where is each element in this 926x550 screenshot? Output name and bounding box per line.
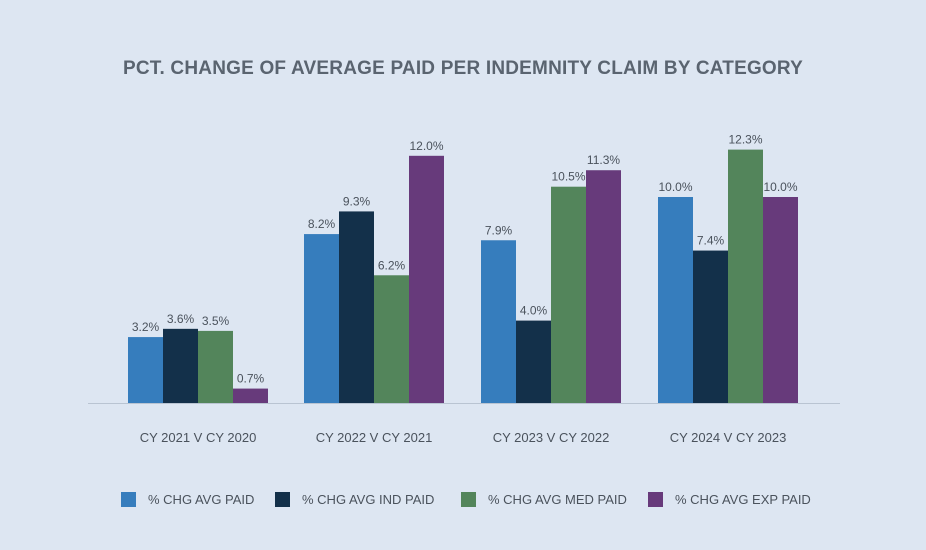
bars-group: [128, 149, 798, 403]
data-label: 10.0%: [763, 180, 797, 194]
category-labels-group: CY 2021 V CY 2020 CY 2022 V CY 2021 CY 202…: [140, 430, 787, 445]
bar: [693, 250, 728, 403]
data-label: 3.5%: [202, 314, 230, 328]
legend-item: % CHG AVG EXP PAID: [648, 488, 811, 510]
data-label: 3.6%: [167, 312, 195, 326]
data-label: 10.5%: [551, 170, 585, 184]
bar: [551, 186, 586, 403]
legend: % CHG AVG PAID % CHG AVG IND PAID % CHG AV…: [0, 488, 926, 510]
data-label: 3.2%: [132, 320, 160, 334]
category-label: CY 2022 V CY 2021: [316, 430, 433, 445]
data-label: 7.9%: [485, 223, 513, 237]
bar: [586, 170, 621, 403]
category-label: CY 2023 V CY 2022: [493, 430, 610, 445]
bar: [658, 197, 693, 403]
legend-item: % CHG AVG PAID: [121, 488, 254, 510]
data-label: 12.0%: [409, 139, 443, 153]
data-label: 6.2%: [378, 258, 406, 272]
legend-swatch: [648, 491, 663, 507]
legend-swatch: [275, 491, 290, 507]
data-label: 12.3%: [728, 133, 762, 147]
chart-title: PCT. CHANGE OF AVERAGE PAID PER INDEMNIT…: [122, 58, 804, 79]
bar: [198, 330, 233, 403]
bar: [763, 197, 798, 403]
data-label: 7.4%: [697, 234, 725, 248]
legend-swatch: [461, 491, 476, 507]
data-label: 8.2%: [308, 217, 336, 231]
data-label: 11.3%: [587, 153, 620, 167]
bar: [481, 240, 516, 403]
bar: [409, 155, 444, 403]
category-label: CY 2021 V CY 2020: [140, 430, 257, 445]
category-label: CY 2024 V CY 2023: [670, 430, 787, 445]
bar: [233, 388, 268, 403]
legend-label: % CHG AVG PAID: [148, 491, 255, 507]
data-label: 4.0%: [520, 304, 548, 318]
data-label: 10.0%: [658, 180, 692, 194]
bar: [163, 328, 198, 403]
legend-label: % CHG AVG MED PAID: [488, 491, 627, 507]
bar: [374, 275, 409, 403]
bar: [728, 149, 763, 403]
data-label: 0.7%: [237, 372, 265, 386]
legend-label: % CHG AVG IND PAID: [302, 491, 435, 507]
data-label: 9.3%: [343, 194, 371, 208]
bar: [128, 337, 163, 403]
legend-swatch: [121, 491, 136, 507]
legend-item: % CHG AVG IND PAID: [275, 488, 434, 510]
legend-label: % CHG AVG EXP PAID: [675, 491, 811, 507]
bar: [516, 320, 551, 403]
bar: [339, 211, 374, 403]
legend-item: % CHG AVG MED PAID: [461, 488, 627, 510]
bar: [304, 234, 339, 403]
value-labels-group: 3.2% 3.6% 3.5% 0.7% 8.2% 9.3% 6.2% 12.0% 7.9% 4.0…: [132, 133, 798, 386]
